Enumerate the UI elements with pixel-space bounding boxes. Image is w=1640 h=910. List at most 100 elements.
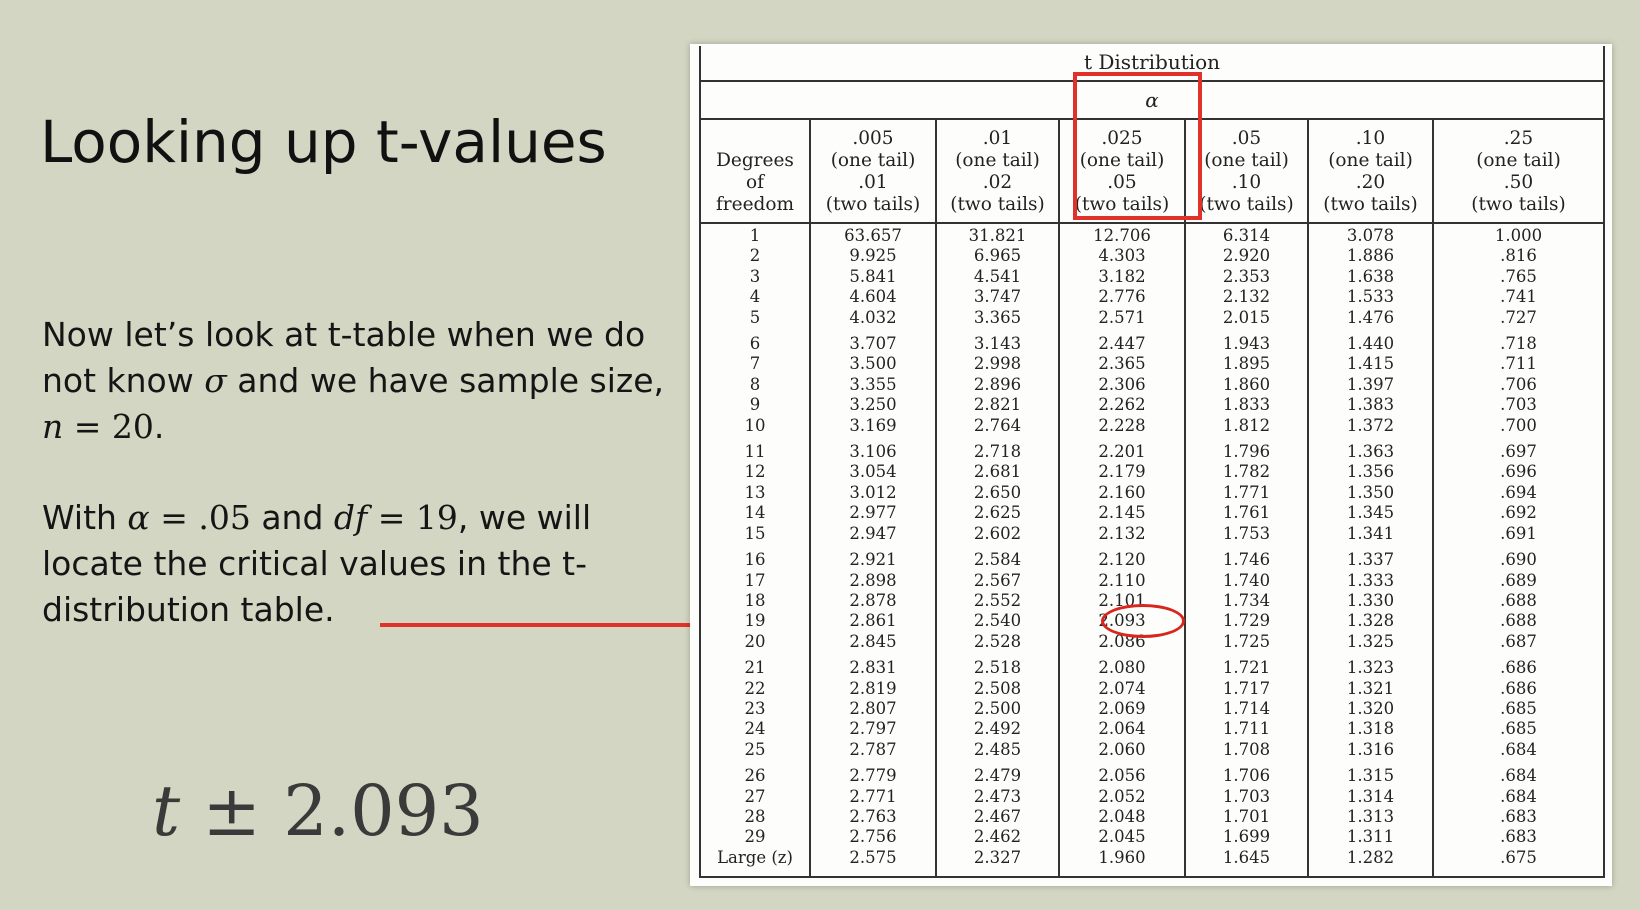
critical-value: 3.054 (849, 462, 897, 482)
sigma-symbol: σ (204, 361, 227, 400)
critical-value: .675 (1500, 847, 1537, 867)
critical-value: 1.711 (1222, 719, 1271, 739)
alpha-row: α (701, 82, 1603, 120)
critical-value: 1.746 (1222, 550, 1271, 570)
critical-value: 2.473 (973, 786, 1022, 806)
alpha-level: .025 (1101, 128, 1143, 149)
critical-value: 2.650 (973, 482, 1022, 502)
critical-value: 2.132 (1098, 523, 1146, 543)
critical-value: 2.467 (973, 806, 1022, 826)
critical-value: 1.703 (1222, 786, 1271, 806)
df-header-line: freedom (715, 194, 795, 215)
critical-value: 2.327 (973, 847, 1022, 867)
critical-value: 1.320 (1346, 698, 1395, 718)
alpha-column-header: .05 (one tail) .10 (two tails) (1186, 128, 1307, 216)
tail-label: (two tails) (1199, 194, 1294, 215)
critical-value: 2.485 (973, 739, 1022, 759)
alpha-column-header: .25 (one tail) .50 (two tails) (1434, 128, 1603, 216)
critical-value: 2.462 (973, 827, 1022, 847)
instr-line-3: distribution table. (42, 590, 335, 629)
critical-value: 2.052 (1098, 786, 1146, 806)
critical-value: .727 (1500, 307, 1537, 327)
alpha-level: .20 (1355, 172, 1386, 193)
critical-value: 1.318 (1346, 719, 1395, 739)
critical-value: 1.372 (1346, 415, 1395, 435)
df-value: 15 (744, 523, 766, 543)
intro-period: . (153, 407, 165, 446)
tail-label: (two tails) (1323, 194, 1418, 215)
critical-value: 3.012 (849, 482, 897, 502)
critical-value: 2.861 (849, 611, 897, 631)
critical-value: 2.787 (849, 739, 897, 759)
critical-value: 2.920 (1222, 246, 1271, 266)
critical-value: 2.160 (1098, 482, 1146, 502)
critical-value: 6.965 (973, 246, 1022, 266)
df-value: 8 (749, 374, 761, 394)
column-divider (1058, 120, 1060, 876)
critical-value: 1.886 (1346, 246, 1395, 266)
critical-value: 12.706 (1093, 226, 1151, 245)
critical-value: .703 (1500, 395, 1537, 415)
critical-value: 63.657 (844, 226, 902, 245)
critical-value: .687 (1500, 631, 1537, 651)
critical-value: 2.947 (849, 523, 897, 543)
df-header-line: Degrees (716, 150, 794, 171)
df-value: 14 (744, 503, 766, 523)
critical-value: .684 (1500, 766, 1537, 786)
tail-label: (two tails) (950, 194, 1045, 215)
critical-value: 3.106 (849, 442, 897, 462)
critical-value: .688 (1500, 611, 1537, 631)
critical-value: 1.714 (1222, 698, 1271, 718)
alpha-level: .01 (858, 172, 888, 193)
critical-value: 1.812 (1222, 415, 1271, 435)
critical-value: 1.325 (1346, 631, 1395, 651)
df-value: 20 (744, 631, 766, 651)
alpha-column-header: .01 (one tail) .02 (two tails) (937, 128, 1058, 216)
df-value: 5 (749, 307, 761, 327)
critical-value: 1.341 (1346, 523, 1395, 543)
df-value: 11 (744, 442, 766, 462)
df-value: 27 (744, 786, 766, 806)
critical-value: 1.282 (1346, 847, 1395, 867)
critical-value: 1.333 (1346, 570, 1395, 590)
tail-label: (one tail) (1476, 150, 1561, 171)
plus-minus-value: ± 2.093 (180, 770, 484, 852)
t-table-image: t Distribution α Degrees of freedom .005… (690, 44, 1612, 886)
critical-value: 3.707 (849, 334, 897, 354)
critical-value: 2.528 (973, 631, 1022, 651)
critical-value: 2.575 (849, 847, 897, 867)
critical-value: 1.476 (1346, 307, 1395, 327)
alpha-equation: = .05 (149, 498, 251, 537)
critical-value: 1.321 (1346, 678, 1395, 698)
critical-value: 1.734 (1222, 590, 1271, 610)
alpha-level: .05 (1231, 128, 1262, 149)
critical-value: 2.921 (849, 550, 897, 570)
critical-value: .684 (1500, 739, 1537, 759)
critical-value: 4.541 (973, 266, 1022, 286)
critical-value: 2.069 (1098, 698, 1146, 718)
critical-value: 4.303 (1098, 246, 1146, 266)
alpha-column-header: .005 (one tail) .01 (two tails) (811, 128, 935, 216)
critical-value: 1.833 (1222, 395, 1271, 415)
alpha-level: .50 (1503, 172, 1534, 193)
critical-value: 1.771 (1222, 482, 1271, 502)
df-value: 10 (744, 415, 766, 435)
tail-label: (two tails) (1471, 194, 1566, 215)
critical-value: 1.000 (1494, 226, 1543, 245)
tail-label: (two tails) (1074, 194, 1170, 215)
df-value: 12 (744, 462, 766, 482)
df-header: Degrees of freedom (701, 150, 809, 216)
df-value: 16 (744, 550, 766, 570)
critical-value: 2.718 (973, 442, 1022, 462)
critical-value: 2.584 (973, 550, 1022, 570)
critical-value: 1.895 (1222, 354, 1271, 374)
critical-value-expression: t ± 2.093 (152, 770, 484, 852)
critical-value-column: 3.078 1.886 1.638 1.533 1.476 1.440 1.415 1.397… (1309, 226, 1432, 868)
critical-value: 1.311 (1346, 827, 1395, 847)
critical-value: 1.761 (1222, 503, 1271, 523)
intro-line-2b: and we have sample size, (226, 361, 665, 400)
df-value: 1 (749, 226, 761, 245)
instr-with: With (42, 498, 128, 537)
critical-value: .711 (1500, 354, 1537, 374)
df-value: 9 (749, 395, 761, 415)
